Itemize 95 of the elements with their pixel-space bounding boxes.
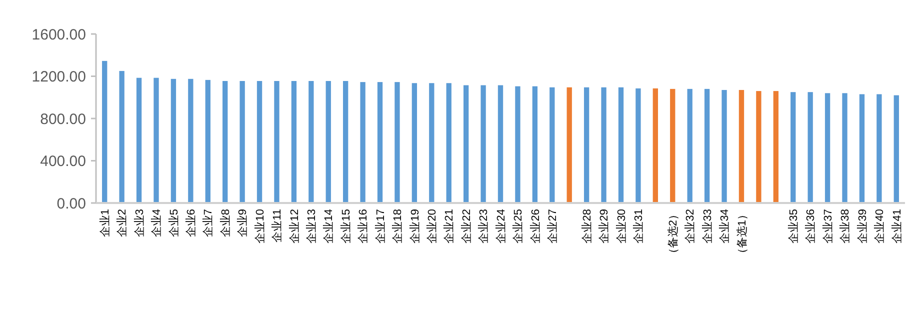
x-tick-label: 企业24 <box>494 209 508 244</box>
bar <box>222 81 228 203</box>
x-tick-label: 企业39 <box>856 209 869 244</box>
bar <box>824 93 830 203</box>
bar <box>584 87 590 203</box>
bar <box>704 88 710 203</box>
x-tick-label: 企业31 <box>632 209 646 244</box>
x-tick-label: 企业37 <box>821 209 834 244</box>
x-tick-label: 企业30 <box>614 209 628 244</box>
bar <box>498 85 504 203</box>
x-tick-label: 企业21 <box>442 209 456 244</box>
x-tick-label: 企业20 <box>426 209 438 244</box>
x-tick-label: 企业9 <box>236 209 250 238</box>
bar <box>773 91 778 203</box>
bar <box>360 82 366 203</box>
x-tick-label: 企业26 <box>528 209 542 244</box>
bar <box>790 92 796 203</box>
x-tick-label: 企业15 <box>339 209 352 244</box>
x-tick-label: 企业10 <box>253 209 266 244</box>
bar <box>566 87 572 203</box>
bar <box>532 86 538 203</box>
x-tick-label: 企业7 <box>202 209 215 238</box>
bar <box>102 60 108 203</box>
bar <box>136 78 142 203</box>
bar <box>687 88 692 203</box>
bar <box>240 81 245 203</box>
bar <box>308 81 314 203</box>
bar <box>274 81 280 203</box>
x-tick-label: 企业17 <box>374 209 387 244</box>
x-tick-label: 企业38 <box>838 209 852 244</box>
bar <box>394 82 400 203</box>
x-tick-label: 企业22 <box>460 209 473 244</box>
bar <box>412 83 418 203</box>
bar <box>722 90 727 203</box>
x-tick-label: 企业34 <box>718 209 732 244</box>
y-tick-label: 800.00 <box>40 110 86 128</box>
x-tick-label: 企业19 <box>408 209 422 244</box>
bar <box>859 94 865 203</box>
x-tick-label: 企业33 <box>700 209 714 244</box>
bar <box>842 93 848 203</box>
bar <box>205 80 210 203</box>
bar <box>343 81 348 203</box>
y-tick-label: 1200.00 <box>32 68 86 86</box>
x-tick-label: 企业41 <box>890 209 904 244</box>
bar <box>756 91 762 203</box>
bar <box>894 95 899 203</box>
bar <box>154 78 159 203</box>
bar <box>377 82 383 203</box>
x-tick-label: 企业8 <box>218 209 232 238</box>
x-tick-label: 企业2 <box>116 209 129 238</box>
x-tick-label: 企业12 <box>288 209 301 244</box>
bar <box>515 86 520 203</box>
bar <box>808 92 813 203</box>
y-tick-label: 1600.00 <box>32 26 86 44</box>
bar <box>618 87 624 203</box>
bar <box>636 88 641 203</box>
x-tick-label: 企业1 <box>98 209 112 238</box>
x-tick-label: 企业14 <box>322 209 336 244</box>
x-tick-label: 企业5 <box>167 209 180 238</box>
bar <box>738 90 744 203</box>
x-tick-label: 企业23 <box>477 209 490 244</box>
bar <box>170 78 176 203</box>
x-tick-label: 企业27 <box>546 209 559 244</box>
x-tick-label: 企业4 <box>150 209 164 238</box>
bar <box>188 78 194 203</box>
x-tick-label: （备选1） <box>735 209 748 260</box>
bar <box>601 87 606 203</box>
bar <box>429 83 434 203</box>
x-tick-label: 企业40 <box>873 209 886 244</box>
x-tick-label: 企业11 <box>270 209 284 242</box>
bar <box>256 81 262 203</box>
x-tick-label: 企业6 <box>184 209 198 238</box>
y-tick-label: 0.00 <box>56 195 86 212</box>
x-tick-label: 企业16 <box>356 209 370 244</box>
x-tick-label: （备选2） <box>666 209 680 260</box>
bar <box>670 88 676 203</box>
x-tick-label: 企业35 <box>786 209 800 244</box>
x-tick-label: 企业32 <box>684 209 697 244</box>
x-tick-label: 企业3 <box>132 209 146 238</box>
x-tick-label: 企业36 <box>804 209 818 244</box>
x-tick-label: 企业28 <box>580 209 594 244</box>
bar <box>480 85 486 203</box>
x-tick-label: 企业25 <box>512 209 525 244</box>
x-tick-label: 企业13 <box>305 209 318 244</box>
bar <box>876 94 882 203</box>
bar <box>326 81 331 203</box>
x-tick-label: 企业18 <box>391 209 404 244</box>
bar <box>446 83 452 203</box>
bar <box>550 87 555 203</box>
bar <box>291 81 297 203</box>
bar <box>463 85 469 203</box>
y-tick-label: 400.00 <box>40 153 86 170</box>
bar <box>119 70 124 203</box>
bar <box>652 88 658 203</box>
x-tick-label: 企业29 <box>598 209 611 244</box>
